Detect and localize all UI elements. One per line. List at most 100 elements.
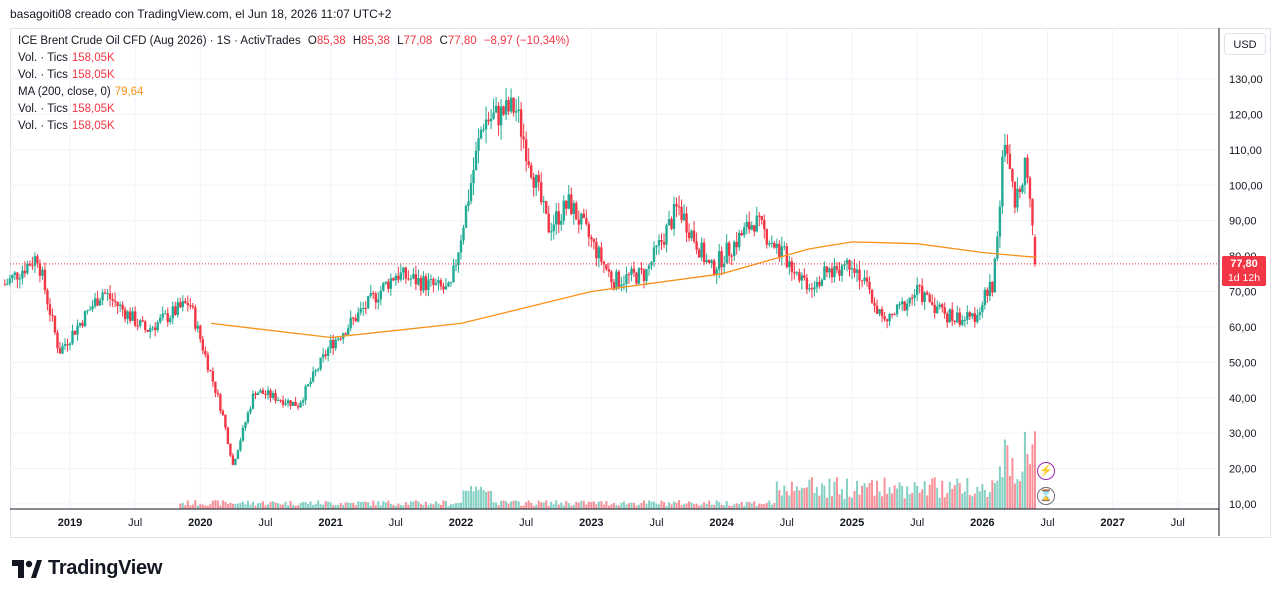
candle-body: [620, 284, 623, 287]
volume-bar: [625, 504, 628, 509]
candle-body: [562, 200, 565, 221]
volume-bar: [312, 504, 315, 509]
candle-body: [748, 221, 751, 230]
bar-countdown: 1d 12h: [1227, 272, 1261, 284]
candle-body: [833, 266, 836, 278]
x-tick-label: 2019: [58, 517, 82, 529]
legend-row-volume-2[interactable]: Vol. · Tics 158,05K: [18, 69, 115, 81]
volume-bar: [251, 501, 254, 509]
volume-bar: [565, 501, 568, 509]
volume-bar: [888, 487, 891, 509]
candle-body: [905, 303, 909, 311]
volume-bar: [993, 483, 996, 509]
candle-body: [612, 282, 616, 290]
volume-bar: [512, 500, 515, 509]
candle-body: [828, 268, 831, 273]
candle-body: [547, 213, 550, 233]
volume-bar: [437, 503, 440, 509]
candle-body: [976, 315, 979, 323]
x-tick-label: Jul: [1040, 517, 1054, 529]
volume-bar: [883, 477, 886, 509]
tradingview-logo[interactable]: TradingView: [12, 557, 162, 580]
candle-body: [860, 280, 864, 282]
volume-bar: [815, 486, 818, 509]
candle-body: [504, 100, 508, 115]
candle-body: [557, 211, 560, 225]
candle-body: [179, 302, 182, 308]
volume-bar: [414, 500, 417, 509]
volume-bar: [635, 505, 638, 509]
volume-bar: [525, 502, 528, 509]
candle-body: [908, 297, 911, 304]
volume-bar: [404, 502, 407, 509]
candle-body: [655, 245, 658, 248]
candle-body: [682, 213, 686, 221]
legend-row-volume-3[interactable]: Vol. · Tics 158,05K: [18, 103, 115, 115]
volume-bar: [179, 503, 182, 509]
candle-body: [344, 333, 347, 335]
volume-bar: [429, 503, 432, 509]
candle-body: [392, 278, 395, 281]
tradingview-logo-icon: [12, 559, 42, 578]
volume-bar: [833, 481, 836, 509]
legend-symbol-row[interactable]: ICE Brent Crude Oil CFD (Aug 2026) · 1S …: [18, 35, 570, 47]
candle-body: [154, 327, 157, 331]
volume-bar: [597, 501, 600, 509]
legend-row-volume-1[interactable]: Vol. · Tics 158,05K: [18, 52, 115, 64]
volume-bar: [843, 498, 846, 509]
volume-bar: [835, 477, 838, 509]
candle-body: [512, 97, 515, 113]
candle-body: [768, 243, 771, 245]
legend-row-volume-4[interactable]: Vol. · Tics 158,05K: [18, 120, 115, 132]
candle-body: [404, 267, 408, 279]
candle-body: [823, 266, 826, 280]
candle-body: [750, 225, 753, 230]
candle-body: [26, 263, 29, 274]
candle-body: [697, 249, 701, 258]
volume-bar: [1033, 431, 1036, 509]
lightning-icon[interactable]: ⚡: [1037, 462, 1055, 480]
volume-bar: [475, 486, 478, 509]
candle-body: [660, 240, 663, 242]
volume-bar: [372, 500, 375, 509]
volume-bar: [710, 504, 713, 509]
candle-body: [497, 105, 500, 126]
x-tick-label: Jul: [1171, 517, 1185, 529]
candle-body: [199, 325, 202, 340]
candle-body: [256, 392, 260, 396]
volume-bar: [893, 485, 896, 509]
candle-body: [727, 242, 731, 256]
volume-bar: [695, 503, 698, 509]
volume-bar: [851, 497, 853, 509]
volume-bar: [1018, 481, 1021, 509]
volume-bar: [1031, 444, 1034, 509]
volume-bar: [956, 478, 959, 509]
candle-body: [138, 320, 142, 326]
volume-bar: [490, 490, 493, 509]
candle-body: [915, 285, 919, 295]
volume-bar: [748, 501, 751, 509]
volume-bar: [555, 500, 558, 509]
last-price: 77,80: [1230, 258, 1258, 270]
candle-body: [843, 263, 846, 266]
candle-body: [667, 218, 671, 226]
candle-body: [580, 213, 583, 225]
volume-bar: [665, 505, 668, 509]
volume-bar: [309, 501, 312, 509]
legend-row-ma[interactable]: MA (200, close, 0) 79,64: [18, 86, 144, 98]
currency-button[interactable]: USD: [1224, 33, 1266, 55]
y-tick-label: 120,00: [1229, 109, 1263, 121]
hourglass-icon[interactable]: ⌛: [1037, 487, 1055, 505]
candle-body: [38, 263, 42, 276]
volume-bar: [705, 503, 708, 509]
candle-body: [522, 136, 525, 140]
volume-bar: [891, 493, 894, 509]
volume-bar: [810, 477, 813, 509]
volume-bar: [186, 500, 189, 509]
candle-body: [211, 371, 215, 382]
candle-body: [675, 204, 678, 207]
volume-bar: [354, 505, 357, 509]
volume-bar: [510, 501, 513, 509]
volume-bar: [830, 496, 833, 509]
